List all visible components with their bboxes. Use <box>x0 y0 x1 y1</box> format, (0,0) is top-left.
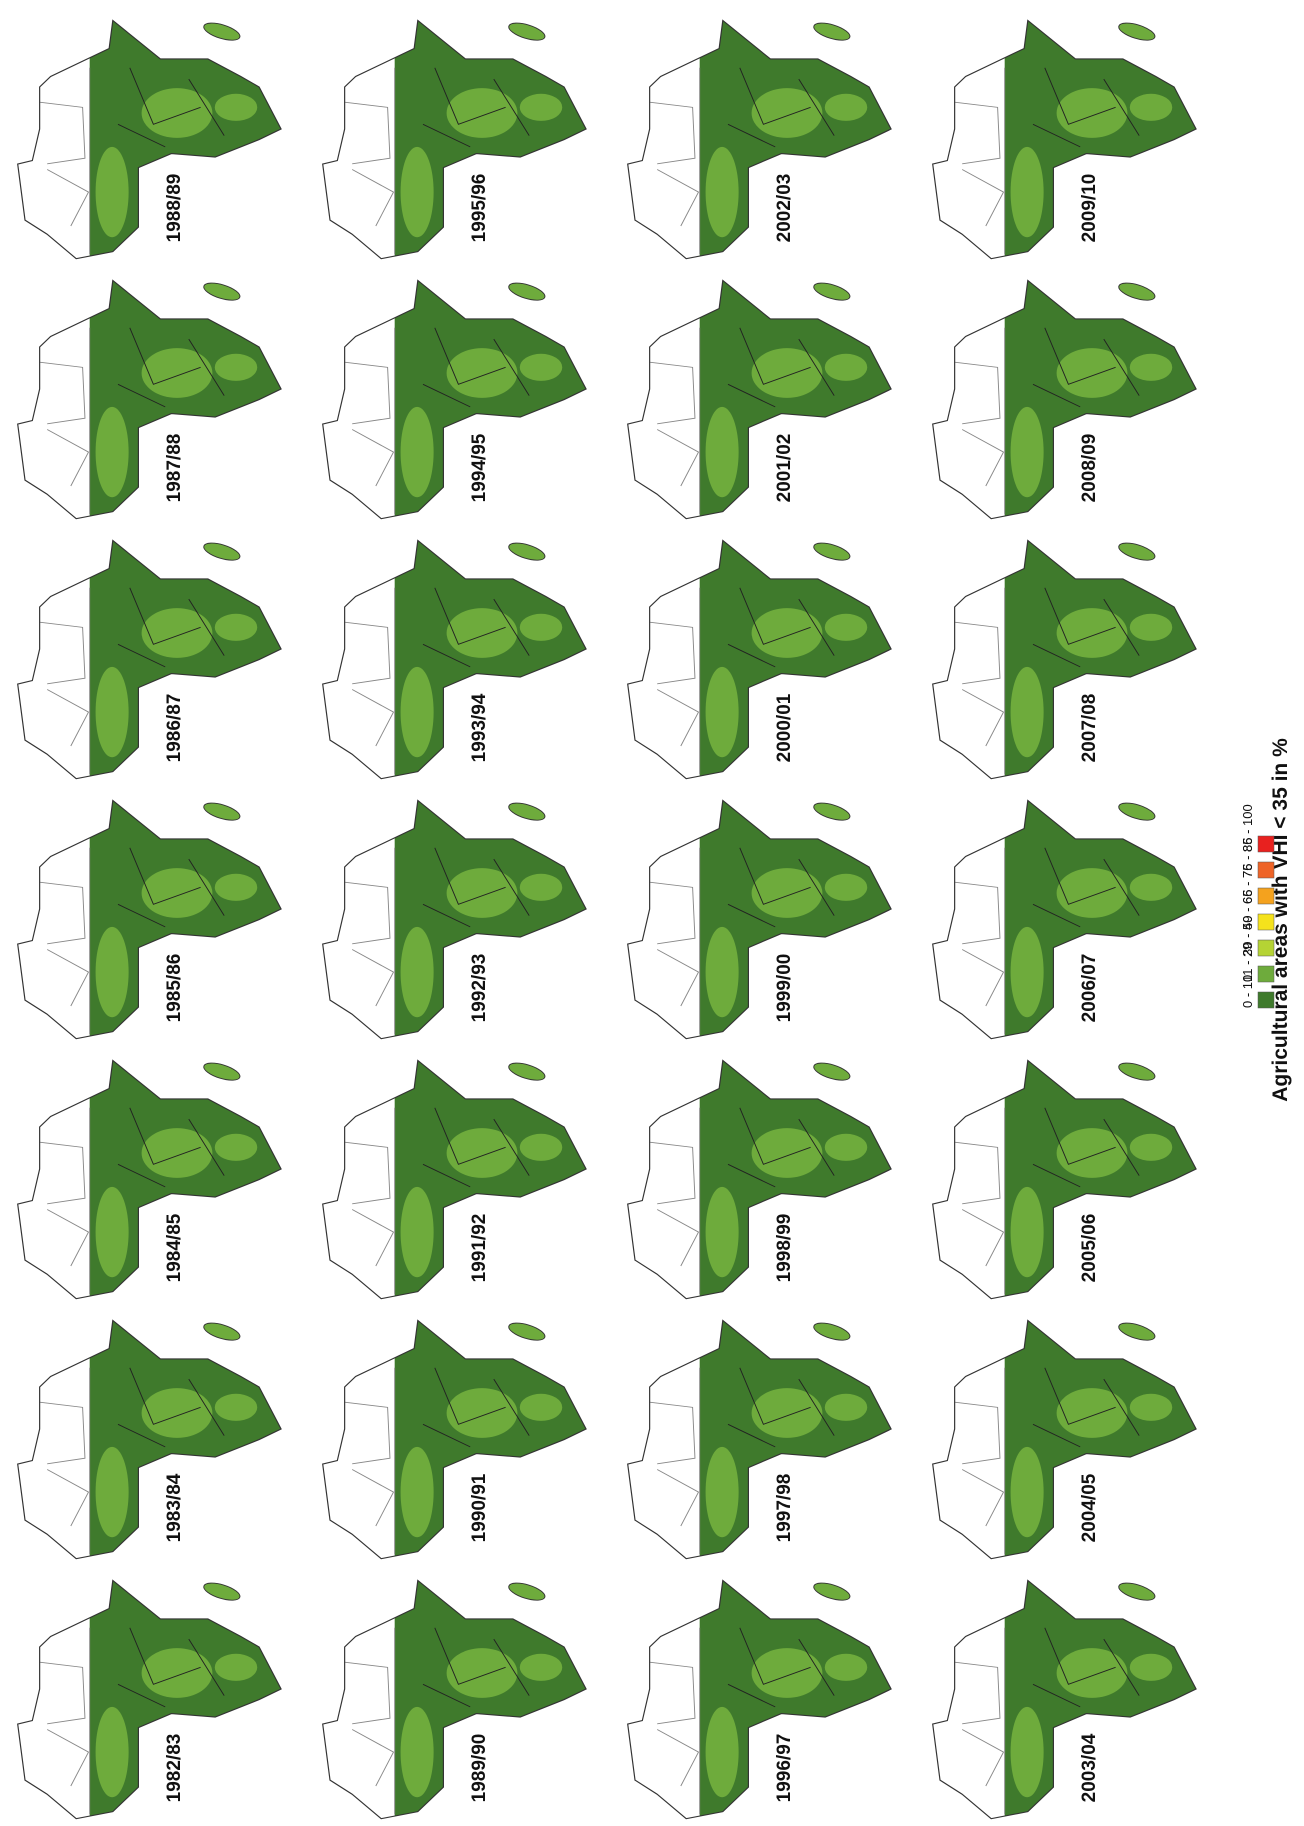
map-panel: 1991/92 <box>305 1040 619 1334</box>
africa-map <box>305 1560 619 1821</box>
africa-map <box>610 1560 924 1821</box>
panel-year: 1983/84 <box>164 1473 185 1542</box>
map-panel: 2001/02 <box>610 260 924 554</box>
map-panel: 1992/93 <box>305 780 619 1074</box>
panel-year: 1996/97 <box>774 1734 795 1803</box>
legend-swatch <box>1258 888 1274 904</box>
panel-year: 1988/89 <box>164 174 185 243</box>
panel-year: 2002/03 <box>774 174 795 243</box>
africa-map <box>0 1560 314 1821</box>
panel-year: 2008/09 <box>1079 434 1100 503</box>
panel-year: 1987/88 <box>164 434 185 503</box>
panel-year: 2004/05 <box>1079 1473 1100 1542</box>
panel-year: 1992/93 <box>469 954 490 1023</box>
africa-map <box>915 780 1229 1074</box>
africa-map <box>0 1300 314 1594</box>
map-panel: 1985/86 <box>0 780 314 1074</box>
legend-swatch <box>1258 966 1274 982</box>
africa-map <box>610 1300 924 1594</box>
africa-map <box>610 260 924 554</box>
panel-year: 2006/07 <box>1079 954 1100 1023</box>
map-panel: 1988/89 <box>0 0 314 294</box>
map-panel: 2002/03 <box>610 0 924 294</box>
map-panel: 2004/05 <box>915 1300 1229 1594</box>
legend-swatch <box>1258 914 1274 930</box>
figure: Agricultural areas with VHI < 35 in % 19… <box>0 0 1304 1821</box>
africa-map <box>915 0 1229 294</box>
map-panel: 1995/96 <box>305 0 619 294</box>
map-panel: 1999/00 <box>610 780 924 1074</box>
map-panel: 1998/99 <box>610 1040 924 1334</box>
africa-map <box>0 0 314 294</box>
legend-swatch <box>1258 992 1274 1008</box>
legend-swatch <box>1258 940 1274 956</box>
panel-year: 1989/90 <box>469 1734 490 1803</box>
africa-map <box>610 780 924 1074</box>
africa-map <box>305 1300 619 1594</box>
map-panel: 2007/08 <box>915 520 1229 814</box>
panel-year: 1985/86 <box>164 954 185 1023</box>
africa-map <box>305 780 619 1074</box>
africa-map <box>915 520 1229 814</box>
legend-label: 86 - 100 <box>1240 804 1255 852</box>
panel-year: 1998/99 <box>774 1214 795 1283</box>
panel-year: 2009/10 <box>1079 174 1100 243</box>
panel-year: 1991/92 <box>469 1214 490 1283</box>
map-panel: 1983/84 <box>0 1300 314 1594</box>
africa-map <box>610 1040 924 1334</box>
africa-map <box>0 1040 314 1334</box>
map-panel: 2006/07 <box>915 780 1229 1074</box>
africa-map <box>915 260 1229 554</box>
map-panel: 1986/87 <box>0 520 314 814</box>
africa-map <box>0 780 314 1074</box>
africa-map <box>0 520 314 814</box>
map-panel: 2000/01 <box>610 520 924 814</box>
africa-map <box>610 0 924 294</box>
panel-year: 1986/87 <box>164 694 185 763</box>
panel-year: 2001/02 <box>774 434 795 503</box>
legend-swatch <box>1258 862 1274 878</box>
map-panel: 1990/91 <box>305 1300 619 1594</box>
panel-year: 2000/01 <box>774 693 795 762</box>
africa-map <box>305 260 619 554</box>
africa-map <box>305 0 619 294</box>
map-panel: 1996/97 <box>610 1560 924 1821</box>
africa-map <box>305 1040 619 1334</box>
africa-map <box>305 520 619 814</box>
legend-swatch <box>1258 836 1274 852</box>
panel-year: 1984/85 <box>164 1213 185 1282</box>
map-panel: 2005/06 <box>915 1040 1229 1334</box>
panel-year: 2005/06 <box>1079 1214 1100 1283</box>
panel-year: 2007/08 <box>1079 694 1100 763</box>
map-panel: 1989/90 <box>305 1560 619 1821</box>
map-panel: 1994/95 <box>305 260 619 554</box>
africa-map <box>915 1560 1229 1821</box>
map-panel: 1987/88 <box>0 260 314 554</box>
panel-year: 2003/04 <box>1079 1733 1100 1802</box>
panel-year: 1990/91 <box>469 1473 490 1542</box>
map-panel: 1984/85 <box>0 1040 314 1334</box>
panel-year: 1994/95 <box>469 433 490 502</box>
africa-map <box>915 1300 1229 1594</box>
panel-year: 1993/94 <box>469 693 490 762</box>
map-panel: 2008/09 <box>915 260 1229 554</box>
panel-year: 1997/98 <box>774 1474 795 1543</box>
panel-year: 1999/00 <box>774 954 795 1023</box>
map-panel: 1997/98 <box>610 1300 924 1594</box>
panel-year: 1982/83 <box>164 1734 185 1803</box>
africa-map <box>0 260 314 554</box>
map-panel: 2003/04 <box>915 1560 1229 1821</box>
map-panel: 1993/94 <box>305 520 619 814</box>
page: Agricultural areas with VHI < 35 in % 19… <box>0 0 1304 1821</box>
map-panel: 1982/83 <box>0 1560 314 1821</box>
africa-map <box>915 1040 1229 1334</box>
africa-map <box>610 520 924 814</box>
panel-year: 1995/96 <box>469 174 490 243</box>
map-panel: 2009/10 <box>915 0 1229 294</box>
